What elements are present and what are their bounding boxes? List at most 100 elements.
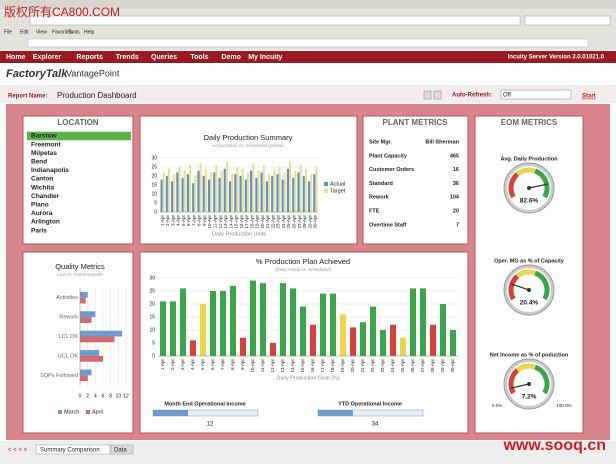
location-item[interactable]: Indianapolis (31, 167, 69, 174)
bar (271, 176, 274, 212)
bar (171, 181, 174, 212)
location-item[interactable]: Milpetas (31, 150, 57, 157)
export-icon[interactable] (423, 90, 432, 100)
search-box[interactable] (524, 15, 611, 26)
nav-item[interactable]: Home (6, 54, 26, 61)
y-tick-label: 15 (151, 182, 157, 188)
bar (160, 179, 163, 212)
y-tick-label: 20 (149, 301, 155, 307)
x-tick-label: 24-Apr (281, 215, 286, 229)
bar (273, 168, 276, 212)
x-tick-label: 25-Apr (400, 359, 405, 373)
tab[interactable] (110, 444, 134, 455)
x-tick-label: 20-Apr (350, 359, 355, 373)
x-tick-label: 22-Apr (270, 215, 275, 229)
print-icon[interactable] (433, 90, 442, 100)
nav-item[interactable]: Trends (116, 54, 139, 61)
metric-value: 36 (453, 181, 459, 187)
x-tick-label: 16-Apr (310, 359, 315, 373)
x-tick-label: 6-Apr (210, 359, 215, 371)
x-tick-label: 17-Apr (320, 359, 325, 373)
x-tick-label: 30-Apr (313, 215, 318, 229)
location-item[interactable]: Bend (31, 159, 47, 166)
bar (207, 179, 211, 212)
location-item[interactable]: Chandler (31, 193, 60, 200)
bar (80, 355, 103, 362)
x-tick-label: 0 (79, 393, 82, 399)
x-tick-label: 27-Apr (420, 359, 425, 373)
bar (230, 285, 236, 356)
menu-item[interactable]: Tools (68, 29, 80, 35)
gauge-value: 7.2% (522, 394, 537, 401)
tab-label[interactable]: Data (114, 448, 127, 454)
nav-item[interactable]: Tools (190, 54, 208, 61)
tab-strip (27, 38, 589, 48)
menu-item[interactable]: File (4, 29, 12, 35)
nav-item[interactable]: Demo (221, 54, 240, 61)
x-tick-label: 7-Apr (191, 215, 196, 227)
bar (199, 163, 202, 212)
chart-title: Quality Metrics (55, 262, 105, 271)
x-tick-label: 21-Apr (360, 359, 365, 373)
location-item[interactable]: Freemont (31, 141, 61, 148)
bar (270, 343, 276, 356)
x-tick-label: 1-Apr (160, 359, 165, 371)
gauge-band (515, 363, 537, 373)
nav-items: Home Explorer Reports Trends Queries Tools Dem… (6, 54, 283, 61)
start-link[interactable]: Start (582, 94, 596, 100)
report-name: Production Dashboard (57, 91, 137, 100)
location-item[interactable]: Aurora (31, 210, 53, 217)
x-tick-label: 16-Apr (239, 215, 244, 229)
x-tick-label: 4-Apr (176, 215, 181, 227)
location-item[interactable]: Barstow (31, 133, 58, 140)
bar (340, 314, 346, 356)
tab-label[interactable]: Summary Comparison (40, 448, 100, 454)
bar (260, 172, 263, 212)
menu-item[interactable]: Edit (20, 29, 29, 35)
location-item[interactable]: Arlington (31, 219, 60, 226)
nav-item[interactable]: My Incuity (248, 54, 282, 61)
bar (80, 297, 86, 304)
bar (236, 167, 239, 212)
legend-swatch (324, 182, 328, 186)
bar (160, 301, 166, 356)
version: Incuity Server Version 3.0.01021.0 (508, 55, 605, 61)
nav-item[interactable]: Explorer (33, 54, 62, 61)
bar (218, 177, 221, 212)
logo-row (0, 63, 616, 85)
menu-item[interactable]: View (36, 29, 47, 35)
gauge-band (534, 364, 550, 395)
location-item[interactable]: Wichita (31, 184, 54, 191)
menu-item[interactable]: Favorites (52, 29, 73, 35)
bar (194, 176, 197, 212)
gauge-value: 20.4% (520, 300, 539, 307)
nav-item[interactable]: Queries (151, 54, 177, 61)
x-tick-label: 5-Apr (200, 359, 205, 371)
bar (210, 291, 216, 356)
metric-value: 16 (453, 167, 459, 173)
x-tick-label: 5-Apr (181, 215, 186, 227)
x-tick-label: 2 (86, 393, 89, 399)
gauge-min: 0.0% (492, 403, 502, 408)
x-tick-label: 14-Apr (290, 359, 295, 373)
address-bar[interactable] (29, 15, 521, 26)
bar (440, 304, 446, 356)
nav-item[interactable]: Reports (76, 54, 103, 61)
menu-item[interactable]: Help (84, 29, 95, 35)
location-item[interactable]: Plano (31, 202, 49, 209)
refresh-select[interactable] (500, 89, 572, 100)
x-tick-label: 3-Apr (170, 215, 175, 227)
x-tick-label: 19-Apr (255, 215, 260, 229)
tab-nav[interactable]: < < > > (8, 448, 28, 454)
bar (252, 163, 255, 212)
x-tick-label: 23-Apr (276, 215, 281, 229)
legend-swatch (86, 410, 90, 414)
location-item[interactable]: Paris (31, 227, 47, 234)
gauge-band (508, 172, 520, 199)
gauge-needle (510, 283, 530, 291)
eom-title: EOM METRICS (501, 118, 558, 127)
tab-active[interactable] (35, 444, 111, 455)
bar (294, 170, 297, 212)
bar (239, 176, 242, 212)
location-item[interactable]: Canton (31, 176, 53, 183)
